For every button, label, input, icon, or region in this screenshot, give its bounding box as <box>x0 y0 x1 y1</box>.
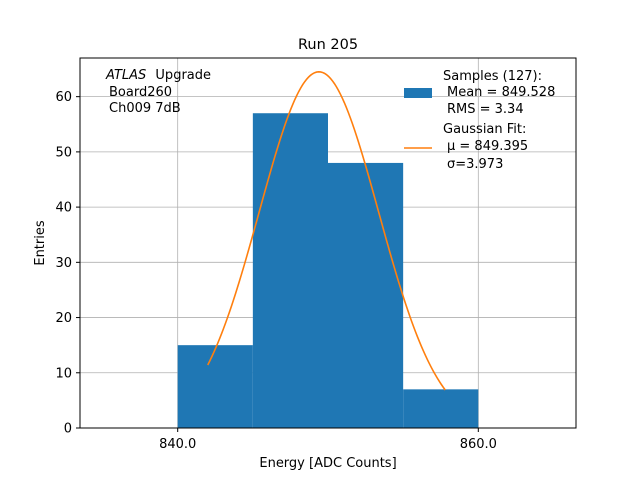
legend-samples-swatch <box>404 88 432 98</box>
x-axis-label: Energy [ADC Counts] <box>259 456 396 471</box>
y-tick-label-6: 60 <box>55 90 72 105</box>
annotation: ATLAS Upgrade Board260 Ch009 7dB <box>105 68 211 116</box>
legend: Samples (127): Mean = 849.528 RMS = 3.34… <box>404 69 555 172</box>
y-tick-label-1: 10 <box>55 366 72 381</box>
svg-text:ATLAS Upgrade: ATLAS Upgrade <box>105 68 211 83</box>
x-tick-label-1: 860.0 <box>460 437 497 452</box>
legend-fit-sigma: σ=3.973 <box>447 157 503 172</box>
y-tick-label-0: 0 <box>64 422 72 437</box>
annotation-atlas: ATLAS <box>105 68 146 83</box>
gaussian-fit-curve <box>207 71 446 391</box>
histogram-bar-0 <box>177 345 253 428</box>
histogram-bar-1 <box>252 113 328 428</box>
chart-title: Run 205 <box>298 37 358 53</box>
annotation-upgrade: Upgrade <box>155 68 211 83</box>
legend-samples-title: Samples (127): <box>443 69 542 84</box>
y-tick-label-5: 50 <box>55 145 72 160</box>
annotation-board: Board260 <box>109 85 172 100</box>
y-axis-label: Entries <box>33 220 48 266</box>
y-tick-label-2: 20 <box>55 311 72 326</box>
legend-fit-title: Gaussian Fit: <box>443 122 526 137</box>
histogram-bar-3 <box>403 389 479 428</box>
histogram-bars <box>177 113 479 429</box>
legend-samples-mean: Mean = 849.528 <box>447 85 555 100</box>
legend-samples-rms: RMS = 3.34 <box>447 102 524 117</box>
annotation-channel: Ch009 7dB <box>109 101 181 116</box>
x-tick-label-0: 840.0 <box>159 437 196 452</box>
histogram-bar-2 <box>328 162 404 429</box>
y-tick-label-3: 30 <box>55 256 72 271</box>
x-axis-ticks: 840.0 860.0 <box>159 428 497 452</box>
y-tick-label-4: 40 <box>55 201 72 216</box>
y-axis-ticks: 0 10 20 30 40 50 60 <box>55 90 80 437</box>
legend-fit-mu: μ = 849.395 <box>447 139 528 154</box>
plot-frame <box>79 57 577 429</box>
